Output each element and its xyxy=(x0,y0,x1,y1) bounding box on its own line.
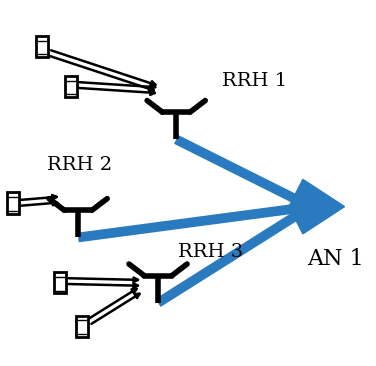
Bar xyxy=(65,76,77,97)
Text: RRH 2: RRH 2 xyxy=(47,156,112,174)
Bar xyxy=(76,316,88,337)
Text: RRH 3: RRH 3 xyxy=(178,243,243,261)
Bar xyxy=(36,36,48,57)
Bar xyxy=(7,193,18,213)
Bar xyxy=(54,272,66,294)
Text: RRH 1: RRH 1 xyxy=(221,72,287,90)
Text: AN 1: AN 1 xyxy=(307,248,364,270)
Polygon shape xyxy=(289,179,344,234)
